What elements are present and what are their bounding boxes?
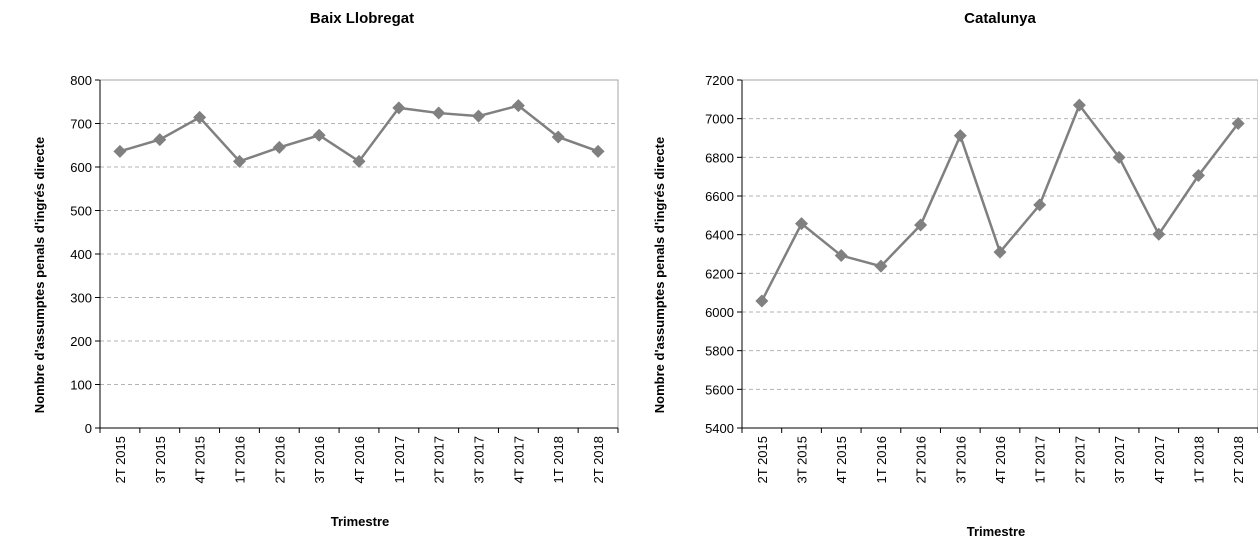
- x-tick-label: 2T 2016: [272, 436, 287, 483]
- x-tick-label: 1T 2016: [874, 436, 889, 483]
- x-tick-label: 3T 2017: [1112, 436, 1127, 483]
- data-point: [113, 144, 127, 158]
- series: [755, 98, 1245, 308]
- data-point: [755, 294, 769, 308]
- x-tick-label: 3T 2016: [953, 436, 968, 483]
- y-tick-label: 100: [70, 378, 92, 393]
- y-axis-title: Nombre d'assumptes penals d'ingrés direc…: [652, 137, 667, 413]
- data-point: [1231, 117, 1245, 130]
- y-tick-labels: 5400 5600 5800 6000 6200 6400 6600 6800 7000 7200: [705, 73, 734, 436]
- x-tick-labels: 2T 2015 3T 2015 4T 2015 1T 2016 2T 2016 3T 20…: [113, 436, 606, 483]
- x-tick-label: 2T 2018: [591, 436, 606, 483]
- y-axis-title: Nombre d'assumptes penals d'ingrés direc…: [32, 137, 47, 413]
- axes: [737, 79, 1258, 433]
- x-axis-title: Trimestre: [331, 514, 390, 529]
- data-point: [1152, 227, 1166, 241]
- x-tick-label: 4T 2017: [511, 436, 526, 483]
- gridlines: [742, 79, 1258, 390]
- x-tick-label: 2T 2018: [1231, 436, 1246, 483]
- y-tick-label: 7000: [705, 112, 734, 127]
- y-tick-label: 6600: [705, 189, 734, 204]
- data-point: [392, 101, 406, 115]
- chart-catalunya: Catalunya Nombre d'assumptes penals d'in…: [652, 10, 1258, 539]
- data-point: [472, 109, 486, 123]
- data-point: [193, 110, 207, 124]
- data-point: [834, 249, 848, 263]
- data-point: [1191, 169, 1205, 183]
- data-point: [352, 154, 366, 168]
- data-point: [953, 129, 967, 143]
- x-tick-label: 2T 2017: [432, 436, 447, 483]
- y-tick-label: 0: [85, 421, 92, 436]
- data-point: [153, 133, 167, 147]
- data-point: [914, 218, 928, 232]
- y-tick-label: 300: [70, 291, 92, 306]
- x-tick-label: 3T 2017: [472, 436, 487, 483]
- y-tick-label: 6800: [705, 150, 734, 165]
- x-tick-label: 1T 2018: [1191, 436, 1206, 483]
- gridlines: [100, 79, 618, 385]
- y-tick-label: 5800: [705, 344, 734, 359]
- y-tick-label: 7200: [705, 73, 734, 88]
- y-tick-label: 700: [70, 117, 92, 132]
- y-tick-label: 500: [70, 204, 92, 219]
- x-tick-label: 2T 2015: [113, 436, 128, 483]
- y-tick-label: 5400: [705, 421, 734, 436]
- x-tick-label: 2T 2016: [914, 436, 929, 483]
- data-point: [993, 245, 1007, 259]
- data-point: [312, 128, 326, 142]
- axes: [95, 79, 619, 433]
- data-point: [874, 259, 888, 273]
- x-tick-label: 4T 2017: [1152, 436, 1167, 483]
- data-point: [511, 99, 525, 113]
- y-tick-label: 6000: [705, 305, 734, 320]
- y-tick-label: 6400: [705, 228, 734, 243]
- x-tick-label: 4T 2015: [193, 436, 208, 483]
- data-point: [1033, 198, 1047, 212]
- y-tick-labels: 0 100 200 300 400 500 600 700 800: [70, 73, 92, 436]
- data-point: [795, 217, 809, 231]
- x-tick-label: 1T 2017: [392, 436, 407, 483]
- x-tick-labels: 2T 2015 3T 2015 4T 2015 1T 2016 2T 2016 3T 20…: [755, 436, 1246, 483]
- x-tick-label: 3T 2016: [312, 436, 327, 483]
- chart-title: Baix Llobregat: [310, 10, 414, 27]
- series-line: [119, 104, 599, 164]
- x-tick-label: 3T 2015: [153, 436, 168, 483]
- series-line: [760, 102, 1240, 302]
- x-axis-title: Trimestre: [967, 524, 1026, 539]
- x-tick-label: 2T 2015: [755, 436, 770, 483]
- x-tick-label: 4T 2016: [352, 436, 367, 483]
- x-tick-label: 1T 2018: [551, 436, 566, 483]
- y-tick-label: 800: [70, 73, 92, 88]
- data-point: [551, 130, 565, 144]
- x-tick-label: 4T 2015: [834, 436, 849, 483]
- y-tick-label: 200: [70, 334, 92, 349]
- data-point: [232, 154, 246, 168]
- data-point: [591, 144, 605, 158]
- data-point: [432, 106, 446, 120]
- chart-baix-llobregat: Baix Llobregat Nombre d'assumptes penals…: [32, 10, 619, 529]
- x-tick-label: 1T 2016: [232, 436, 247, 483]
- series: [113, 99, 605, 168]
- data-point: [272, 140, 286, 154]
- data-point: [1072, 98, 1086, 112]
- x-tick-label: 1T 2017: [1033, 436, 1048, 483]
- x-tick-label: 4T 2016: [993, 436, 1008, 483]
- data-point: [1112, 150, 1126, 164]
- y-tick-label: 600: [70, 160, 92, 175]
- y-tick-label: 6200: [705, 266, 734, 281]
- y-tick-label: 400: [70, 247, 92, 262]
- y-tick-label: 5600: [705, 382, 734, 397]
- chart-title: Catalunya: [964, 10, 1036, 27]
- x-tick-label: 3T 2015: [795, 436, 810, 483]
- x-tick-label: 2T 2017: [1072, 436, 1087, 483]
